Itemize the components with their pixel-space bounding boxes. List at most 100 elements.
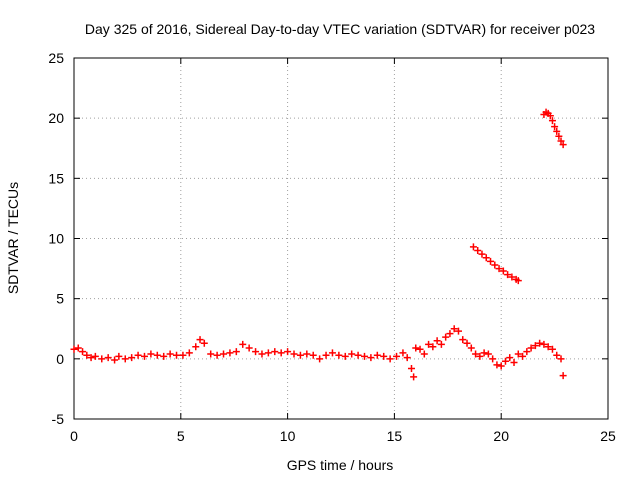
- x-tick-label: 25: [600, 428, 616, 444]
- grid: [74, 58, 608, 419]
- data-point: [536, 339, 544, 347]
- data-point: [459, 336, 467, 344]
- data-point: [446, 330, 454, 338]
- data-point: [399, 349, 407, 357]
- data-point: [153, 351, 161, 359]
- data-point: [134, 351, 142, 359]
- data-point: [245, 344, 253, 352]
- y-tick-label: 20: [48, 110, 64, 126]
- data-point: [491, 261, 499, 269]
- data-point: [264, 349, 272, 357]
- data-point: [407, 364, 415, 372]
- data-point: [548, 117, 556, 125]
- data-point: [501, 357, 509, 365]
- data-point: [367, 354, 375, 362]
- data-point: [296, 351, 304, 359]
- data-point: [335, 351, 343, 359]
- data-point: [348, 350, 356, 358]
- data-point: [553, 351, 561, 359]
- x-tick-label: 0: [70, 428, 78, 444]
- data-point: [508, 273, 516, 281]
- data-point: [433, 337, 441, 345]
- data-point: [463, 339, 471, 347]
- axis-ticks: 0 5 10 15 20 25 -5 0 5 10 15 20 25: [48, 50, 616, 444]
- data-point: [469, 243, 477, 251]
- data-point: [544, 343, 552, 351]
- data-point: [277, 349, 285, 357]
- data-point: [412, 344, 420, 352]
- y-tick-label: 0: [56, 351, 64, 367]
- data-point: [328, 349, 336, 357]
- data-point: [557, 137, 565, 145]
- data-point: [540, 340, 548, 348]
- data-point: [200, 339, 208, 347]
- data-point: [74, 344, 82, 352]
- data-point: [380, 352, 388, 360]
- data-point: [271, 348, 279, 356]
- data-point: [354, 351, 362, 359]
- data-point: [437, 340, 445, 348]
- data-point: [166, 350, 174, 358]
- data-point: [284, 348, 292, 356]
- data-point: [121, 355, 129, 363]
- data-point: [514, 350, 522, 358]
- data-point: [91, 352, 99, 360]
- data-point: [495, 265, 503, 273]
- data-point: [559, 141, 567, 149]
- data-point: [559, 372, 567, 380]
- data-point: [506, 354, 514, 362]
- data-point: [551, 123, 559, 131]
- data-point: [403, 354, 411, 362]
- y-tick-label: 5: [56, 291, 64, 307]
- x-axis-label: GPS time / hours: [287, 457, 394, 473]
- data-point: [410, 373, 418, 381]
- data-point: [555, 132, 563, 140]
- data-point: [476, 352, 484, 360]
- data-point: [303, 350, 311, 358]
- data-point: [239, 340, 247, 348]
- data-point: [386, 355, 394, 363]
- data-point: [185, 349, 193, 357]
- data-point: [220, 350, 228, 358]
- y-tick-label: 10: [48, 231, 64, 247]
- data-point: [454, 327, 462, 335]
- data-point: [489, 355, 497, 363]
- x-tick-label: 10: [280, 428, 296, 444]
- data-point: [467, 344, 475, 352]
- data-point: [527, 344, 535, 352]
- data-point: [480, 349, 488, 357]
- data-point: [140, 352, 148, 360]
- data-point: [83, 351, 91, 359]
- data-point: [482, 254, 490, 262]
- data-point: [420, 350, 428, 358]
- data-points: [70, 108, 567, 381]
- data-point: [450, 325, 458, 333]
- data-point: [557, 355, 565, 363]
- data-point: [425, 340, 433, 348]
- y-axis-label: SDTVAR / TECUs: [5, 182, 21, 294]
- data-point: [474, 247, 482, 255]
- data-point: [70, 345, 78, 353]
- data-point: [309, 351, 317, 359]
- data-point: [290, 350, 298, 358]
- data-point: [341, 352, 349, 360]
- data-point: [207, 350, 215, 358]
- x-tick-label: 15: [387, 428, 403, 444]
- data-point: [478, 250, 486, 258]
- data-point: [416, 345, 424, 353]
- data-point: [523, 348, 531, 356]
- data-point: [322, 351, 330, 359]
- data-point: [128, 354, 136, 362]
- data-point: [429, 343, 437, 351]
- data-point: [493, 361, 501, 369]
- chart-title: Day 325 of 2016, Sidereal Day-to-day VTE…: [85, 21, 595, 37]
- data-point: [497, 362, 505, 370]
- data-point: [373, 351, 381, 359]
- data-point: [519, 352, 527, 360]
- data-point: [484, 350, 492, 358]
- data-point: [160, 352, 168, 360]
- data-point: [472, 350, 480, 358]
- data-point: [115, 352, 123, 360]
- data-point: [179, 351, 187, 359]
